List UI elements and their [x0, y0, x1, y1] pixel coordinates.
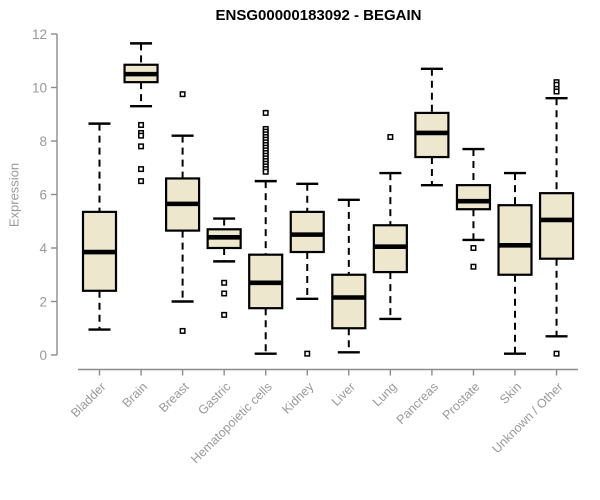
iqr-box-unknown-other	[538, 192, 575, 260]
x-tick-label-kidney: Kidney	[279, 379, 316, 416]
x-tick-label-gastric: Gastric	[195, 380, 233, 418]
outlier-brain	[138, 121, 145, 128]
x-tick-label-bladder: Bladder	[68, 380, 108, 420]
outlier-gastric	[221, 311, 228, 318]
x-tick-label-prostate: Prostate	[440, 380, 483, 423]
iqr-box-skin	[497, 204, 533, 276]
box-group-lung	[372, 133, 408, 321]
x-tick-label-breast: Breast	[156, 379, 192, 415]
outlier-hematopoietic-cells	[262, 168, 269, 175]
y-tick-label-6: 6	[39, 188, 47, 203]
outlier-brain	[138, 143, 145, 150]
box-group-liver	[331, 198, 367, 354]
y-tick-label-12: 12	[32, 27, 47, 42]
x-tick-label-hematopoietic-cells: Hematopoietic cells	[188, 380, 275, 467]
box-group-skin	[497, 171, 533, 355]
y-tick-label-2: 2	[39, 295, 47, 310]
outlier-lung	[387, 133, 394, 140]
outlier-unknown-other	[553, 88, 560, 95]
outlier-brain	[138, 132, 145, 139]
box-group-unknown-other	[538, 79, 575, 357]
iqr-box-kidney	[289, 210, 325, 254]
outlier-unknown-other	[553, 350, 560, 357]
outlier-prostate	[470, 263, 477, 270]
x-tick-label-liver: Liver	[329, 380, 358, 409]
outlier-hematopoietic-cells	[262, 109, 269, 116]
box-group-bladder	[81, 122, 118, 331]
box-group-brain	[123, 42, 159, 185]
x-tick-label-pancreas: Pancreas	[394, 380, 441, 427]
outlier-breast	[179, 91, 186, 98]
iqr-box-liver	[331, 273, 367, 330]
outlier-kidney	[304, 350, 311, 357]
y-tick-label-4: 4	[39, 241, 47, 256]
outlier-gastric	[221, 290, 228, 297]
outlier-brain	[138, 178, 145, 185]
y-tick-label-0: 0	[39, 348, 47, 363]
chart-title: ENSG00000183092 - BEGAIN	[215, 7, 422, 24]
y-tick-label-10: 10	[32, 81, 47, 96]
box-group-prostate	[455, 147, 492, 270]
box-group-gastric	[206, 217, 242, 318]
outlier-brain	[138, 166, 145, 173]
x-tick-label-unknown-other: Unknown / Other	[489, 380, 565, 456]
outlier-prostate	[470, 245, 477, 251]
box-group-breast	[165, 91, 201, 334]
box-group-kidney	[289, 182, 325, 357]
iqr-box-prostate	[455, 184, 492, 211]
x-tick-label-lung: Lung	[370, 380, 400, 410]
y-tick-label-8: 8	[39, 134, 47, 149]
box-group-pancreas	[414, 67, 450, 187]
outlier-gastric	[221, 279, 228, 286]
x-tick-label-skin: Skin	[497, 380, 524, 407]
x-tick-label-brain: Brain	[120, 380, 151, 411]
box-group-hematopoietic-cells	[248, 109, 284, 355]
outlier-breast	[179, 327, 186, 334]
